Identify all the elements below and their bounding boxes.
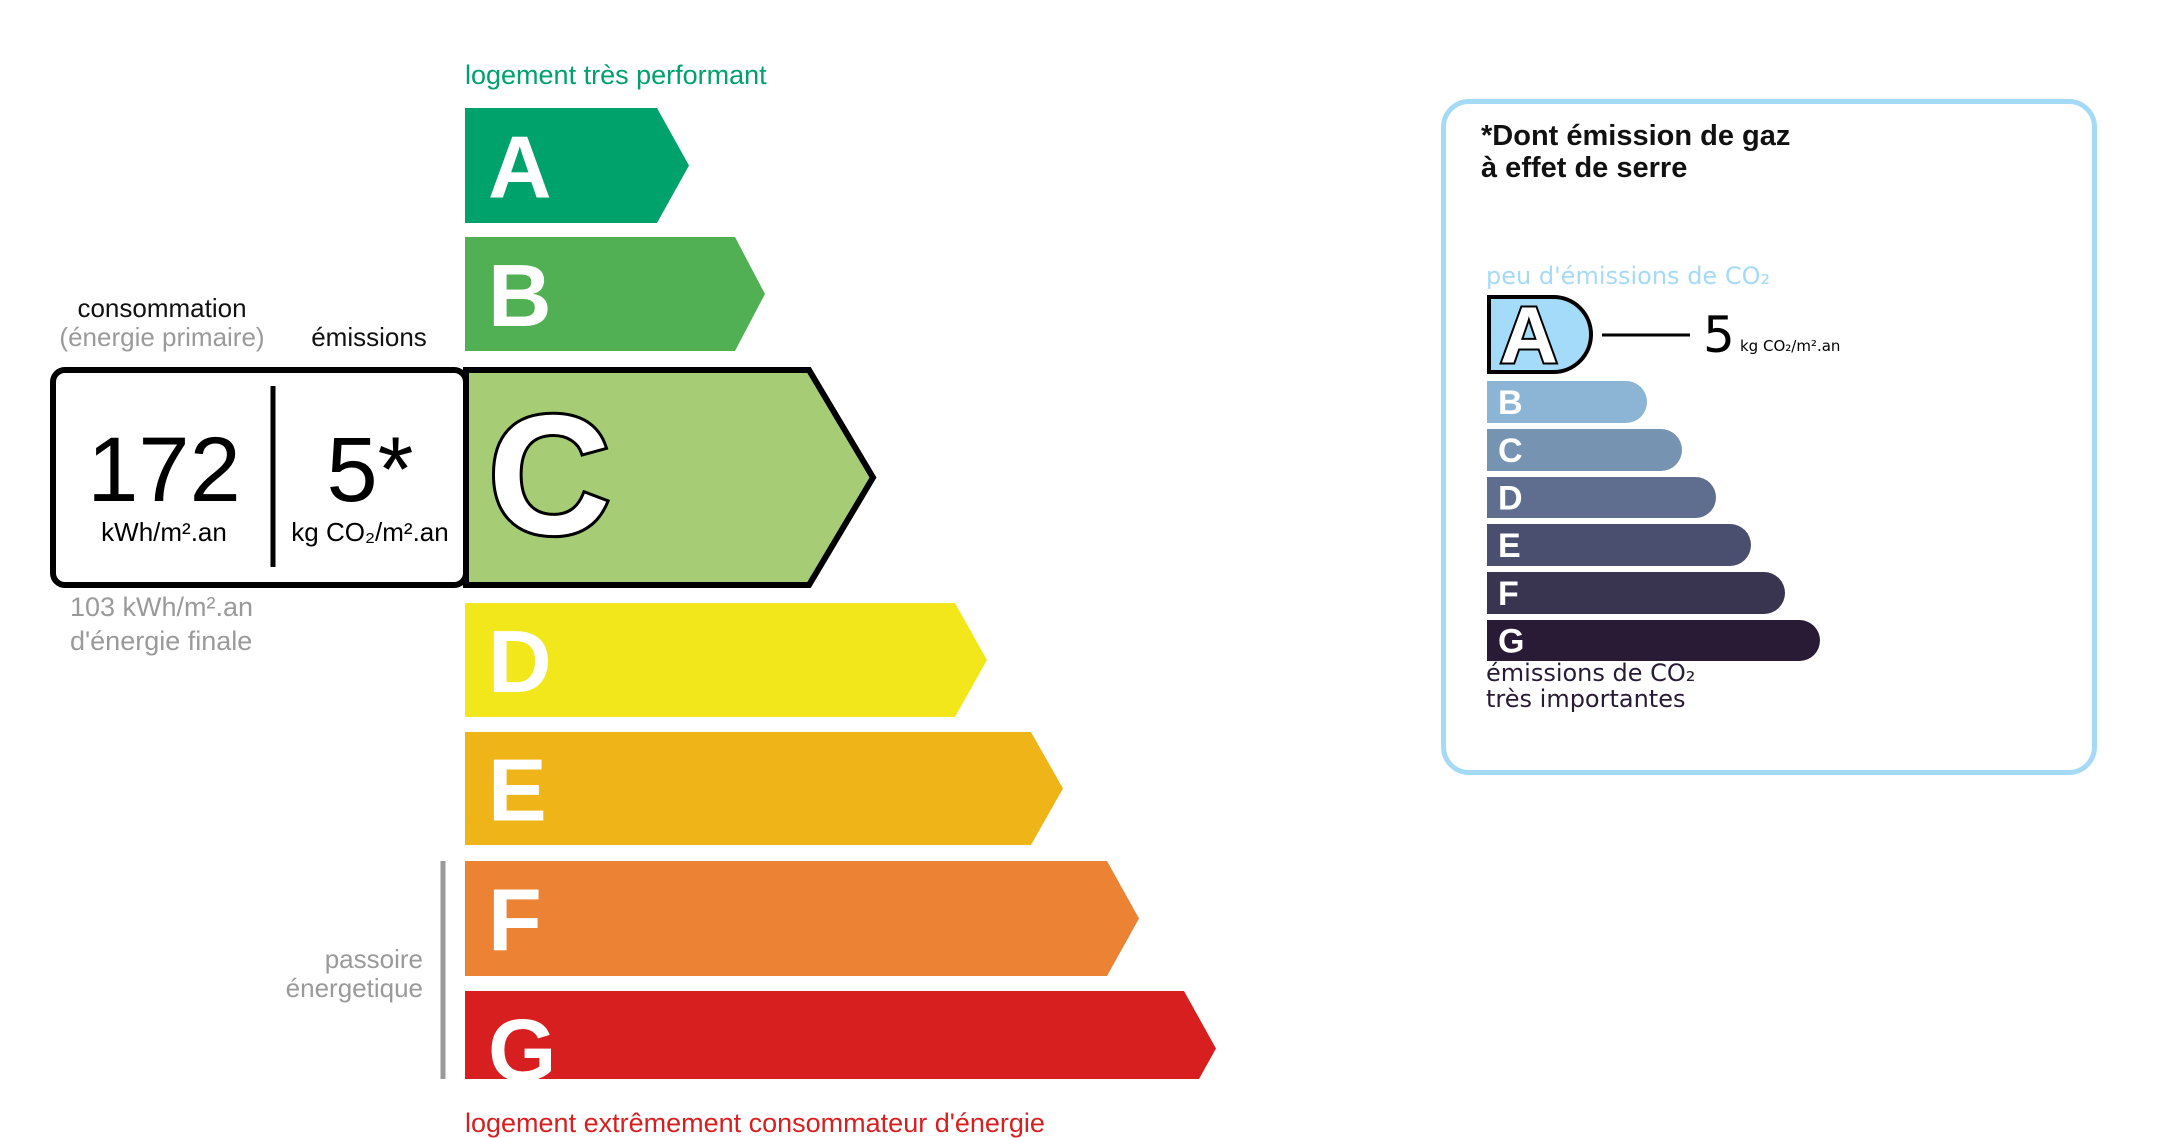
- ghg-bar-A: [1487, 295, 1593, 374]
- ghg-bottom-line2: très importantes: [1486, 685, 1686, 713]
- ghg-letter-A: A: [1500, 291, 1558, 380]
- ghg-bottom-line1: émissions de CO₂: [1486, 659, 1696, 687]
- ghg-panel: [1441, 99, 2097, 775]
- ghg-value: 5: [1703, 306, 1735, 364]
- energy-bar-D: [465, 603, 987, 717]
- ghg-letter-G: G: [1498, 623, 1524, 661]
- energy-letter-D: D: [488, 612, 552, 711]
- ghg-title-line2: à effet de serre: [1481, 152, 1688, 184]
- ghg-letter-E: E: [1498, 527, 1521, 565]
- passoire-line2: énergetique: [285, 973, 423, 1003]
- ghg-letter-C: C: [1498, 432, 1523, 470]
- ghg-title-line1: *Dont émission de gaz: [1481, 120, 1791, 152]
- ghg-letter-F: F: [1498, 575, 1519, 613]
- energy-bar-A: [465, 108, 689, 223]
- emissions-value: 5*: [326, 419, 414, 521]
- energy-letter-E: E: [488, 741, 547, 840]
- top-label: logement très performant: [465, 60, 767, 90]
- ghg-top-label: peu d'émissions de CO₂: [1486, 262, 1771, 290]
- energy-letter-C: C: [488, 381, 611, 571]
- ghg-bar-G: [1487, 620, 1820, 661]
- emissions-unit: kg CO₂/m².an: [291, 517, 449, 547]
- passoire-line1: passoire: [324, 944, 423, 974]
- ghg-letter-B: B: [1498, 384, 1523, 422]
- final-energy-line2: d'énergie finale: [70, 626, 253, 656]
- ghg-bar-B: [1487, 381, 1647, 423]
- energy-bar-E: [465, 732, 1063, 845]
- bottom-label: logement extrêmement consommateur d'éner…: [465, 1108, 1045, 1138]
- energy-letter-B: B: [488, 246, 552, 345]
- ghg-letter-D: D: [1498, 480, 1523, 518]
- consumption-label: consommation: [77, 293, 247, 323]
- consumption-value: 172: [87, 419, 241, 521]
- energy-bar-F: [465, 861, 1139, 976]
- consumption-sub: (énergie primaire): [59, 322, 265, 352]
- ghg-bar-D: [1487, 476, 1716, 518]
- emissions-label: émissions: [311, 322, 427, 352]
- ghg-bar-E: [1487, 524, 1751, 566]
- ghg-title: *Dont émission de gaz à effet de serre: [1481, 120, 1790, 184]
- consumption-unit: kWh/m².an: [101, 517, 227, 547]
- energy-letter-A: A: [488, 118, 552, 217]
- passoire-label: passoire énergetique: [286, 945, 423, 1003]
- ghg-unit: kg CO₂/m².an: [1740, 337, 1841, 355]
- energy-letter-G: G: [488, 1001, 556, 1080]
- final-energy-line1: 103 kWh/m².an: [70, 592, 254, 622]
- final-energy: 103 kWh/m².an d'énergie finale: [70, 590, 253, 658]
- current-value-box: [50, 367, 469, 588]
- ghg-bottom-label: émissions de CO₂ très importantes: [1486, 660, 1695, 712]
- ghg-bar-F: [1487, 572, 1785, 614]
- energy-letter-F: F: [488, 871, 542, 970]
- energy-bar-B: [465, 237, 765, 351]
- ghg-bar-C: [1487, 429, 1682, 471]
- energy-bar-G: [465, 991, 1216, 1079]
